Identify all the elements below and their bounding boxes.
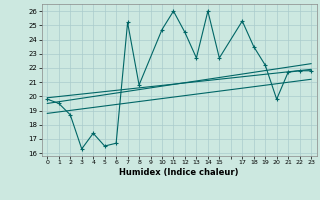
X-axis label: Humidex (Indice chaleur): Humidex (Indice chaleur) — [119, 168, 239, 177]
